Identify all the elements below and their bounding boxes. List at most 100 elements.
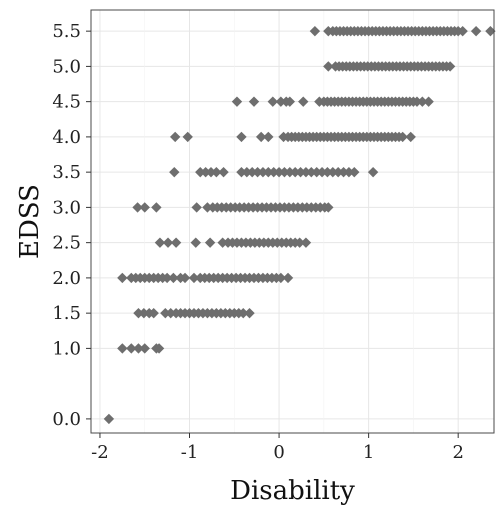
data-point	[255, 131, 267, 143]
data-point	[160, 307, 171, 319]
y-tick-label: 5.0	[52, 56, 81, 77]
data-point	[241, 166, 253, 178]
data-point	[244, 307, 255, 319]
data-point	[162, 237, 174, 248]
data-point	[405, 131, 416, 143]
y-tick-label: 1.0	[52, 338, 81, 359]
x-tick-label: -1	[181, 442, 199, 463]
data-point	[423, 96, 434, 107]
data-point	[132, 202, 143, 213]
data-point	[169, 131, 181, 143]
data-point	[257, 166, 269, 178]
data-point	[298, 96, 309, 107]
data-point	[126, 343, 137, 354]
data-point	[263, 166, 274, 178]
y-tick-label: 4.5	[52, 92, 81, 113]
data-point	[218, 166, 229, 178]
data-point	[284, 96, 296, 107]
data-point	[138, 307, 150, 319]
data-point	[300, 237, 312, 248]
data-point	[284, 166, 296, 178]
data-point	[190, 237, 201, 248]
data-point	[117, 272, 128, 284]
y-tick-label: 0.0	[52, 409, 81, 430]
data-point	[236, 166, 247, 178]
data-point	[154, 237, 166, 248]
data-point	[200, 166, 211, 178]
data-point	[349, 166, 360, 178]
data-point	[268, 166, 279, 178]
x-tick-label: -2	[91, 442, 109, 463]
data-point	[294, 237, 305, 248]
data-point	[117, 343, 128, 354]
data-point	[103, 413, 115, 425]
x-axis: -2 -1 0 1 2	[91, 433, 464, 463]
data-point	[343, 166, 355, 178]
data-point	[195, 166, 206, 178]
data-point	[151, 202, 162, 213]
data-point	[191, 202, 202, 213]
data-point	[202, 202, 213, 213]
data-point	[309, 25, 321, 37]
y-tick-label: 1.5	[52, 303, 81, 324]
y-tick-label: 2.5	[52, 233, 81, 254]
data-point	[204, 237, 216, 248]
data-point	[133, 343, 144, 354]
data-point	[211, 166, 222, 178]
y-axis: 0.0 1.0 1.5 2.0 2.5 3.0 3.5 4.0 4.5 5.0 5.5	[52, 21, 91, 430]
points	[103, 25, 496, 425]
data-point	[133, 307, 144, 319]
data-point	[153, 343, 165, 354]
data-point	[332, 166, 344, 178]
data-point	[411, 96, 423, 107]
data-point	[289, 166, 301, 178]
data-point	[322, 166, 333, 178]
data-point	[282, 272, 294, 284]
data-point	[275, 96, 287, 107]
data-point	[168, 272, 179, 284]
data-point	[311, 166, 322, 178]
x-tick-label: 0	[273, 442, 284, 463]
data-point	[397, 131, 408, 143]
data-point	[275, 272, 287, 284]
y-tick-label: 5.5	[52, 21, 81, 42]
data-point	[252, 166, 263, 178]
data-point	[169, 166, 180, 178]
data-point	[444, 61, 456, 72]
data-point	[248, 96, 260, 107]
data-point	[267, 96, 278, 107]
data-point	[217, 237, 228, 248]
y-tick-label: 3.0	[52, 197, 81, 218]
data-point	[367, 166, 379, 178]
y-tick-label: 3.5	[52, 162, 81, 183]
data-point	[139, 343, 150, 354]
data-point	[327, 166, 338, 178]
data-point	[323, 202, 334, 213]
data-point	[338, 166, 349, 178]
data-point	[273, 166, 285, 178]
data-point	[306, 166, 317, 178]
data-point	[295, 166, 306, 178]
x-tick-label: 1	[363, 442, 374, 463]
data-point	[188, 272, 200, 284]
y-axis-title: EDSS	[15, 184, 45, 259]
data-point	[182, 131, 193, 143]
data-point	[165, 307, 176, 319]
x-tick-label: 2	[452, 442, 463, 463]
data-point	[170, 237, 182, 248]
x-axis-title: Disability	[230, 476, 355, 505]
data-point	[238, 307, 249, 319]
data-point	[263, 131, 274, 143]
plot-border	[90, 9, 495, 434]
data-point	[236, 131, 247, 143]
data-point	[205, 166, 217, 178]
data-point	[247, 166, 258, 178]
data-point	[179, 272, 191, 284]
y-tick-label: 2.0	[52, 268, 81, 289]
data-point	[485, 25, 496, 37]
data-point	[457, 25, 468, 37]
data-point	[231, 96, 243, 107]
data-point	[417, 96, 428, 107]
